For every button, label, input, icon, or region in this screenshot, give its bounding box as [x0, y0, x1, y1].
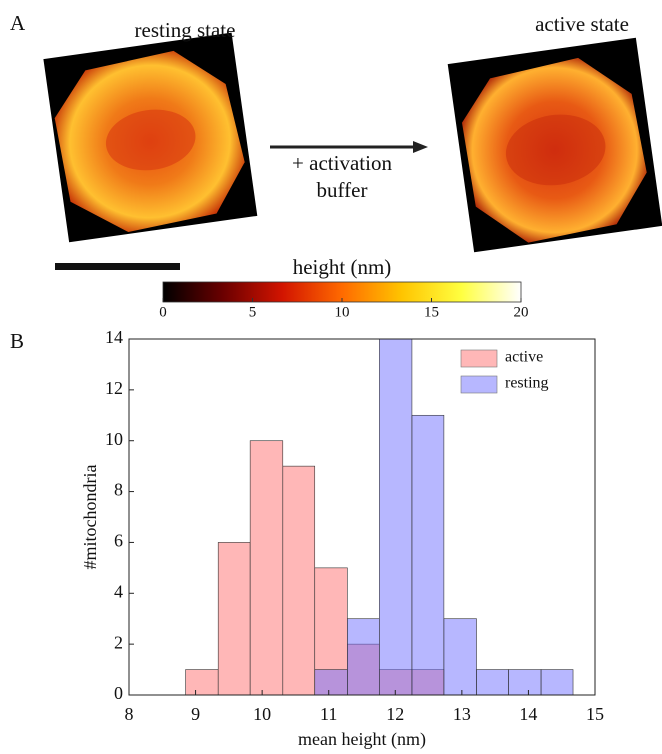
image-label: active state — [535, 12, 629, 36]
histogram-bar — [379, 338, 413, 696]
histogram-bar — [443, 618, 477, 696]
tick-label: 10 — [335, 304, 350, 320]
y-tick-label: 8 — [114, 480, 123, 500]
legend-label: resting — [505, 375, 549, 392]
axes-box — [128, 338, 596, 696]
y-tick-label: 12 — [105, 378, 123, 398]
x-tick-label: 9 — [191, 704, 200, 724]
histogram-bar — [217, 542, 251, 696]
y-tick-label: 6 — [114, 531, 123, 551]
tick-label: 5 — [249, 304, 257, 320]
legend-swatch — [460, 349, 498, 368]
x-tick-label: 15 — [586, 704, 604, 724]
y-tick-label: 4 — [114, 581, 123, 601]
histogram-bar — [540, 669, 574, 696]
legend-label: active — [505, 349, 543, 366]
x-tick-label: 10 — [253, 704, 271, 724]
histogram-bar — [185, 669, 219, 696]
tick-label: 20 — [514, 304, 529, 320]
x-tick-label: 13 — [453, 704, 471, 724]
y-tick-label: 14 — [105, 327, 123, 347]
tick-label: 0 — [159, 304, 167, 320]
arrow-label: buffer — [317, 178, 368, 202]
scale-bar — [55, 263, 180, 270]
x-tick-label: 14 — [519, 704, 537, 724]
histogram-bar — [476, 669, 509, 696]
afm-image — [447, 37, 662, 253]
histogram-bar — [249, 440, 284, 696]
x-tick-label: 12 — [386, 704, 404, 724]
arrow-label: + activation — [292, 151, 392, 175]
tick-label: 15 — [424, 304, 439, 320]
panel-label: B — [10, 329, 24, 353]
histogram-bar — [411, 414, 445, 696]
x-tick-label: 8 — [125, 704, 134, 724]
histogram-bar — [347, 618, 380, 696]
histogram-bar — [282, 465, 316, 696]
image-label: resting state — [135, 18, 236, 42]
y-tick-label: 2 — [114, 632, 123, 652]
legend-swatch — [460, 375, 498, 394]
y-tick-label: 0 — [114, 683, 123, 703]
arrow-head — [413, 141, 428, 153]
x-tick-label: 11 — [320, 704, 337, 724]
colorbar-title: height (nm) — [293, 255, 392, 279]
x-axis-label: mean height (nm) — [298, 729, 426, 750]
panel-label: A — [10, 11, 26, 35]
afm-image — [43, 32, 258, 243]
y-tick-label: 10 — [105, 429, 123, 449]
histogram-bar — [508, 669, 542, 696]
histogram-bar — [314, 669, 348, 696]
y-axis-label: #mitochondria — [80, 465, 100, 570]
